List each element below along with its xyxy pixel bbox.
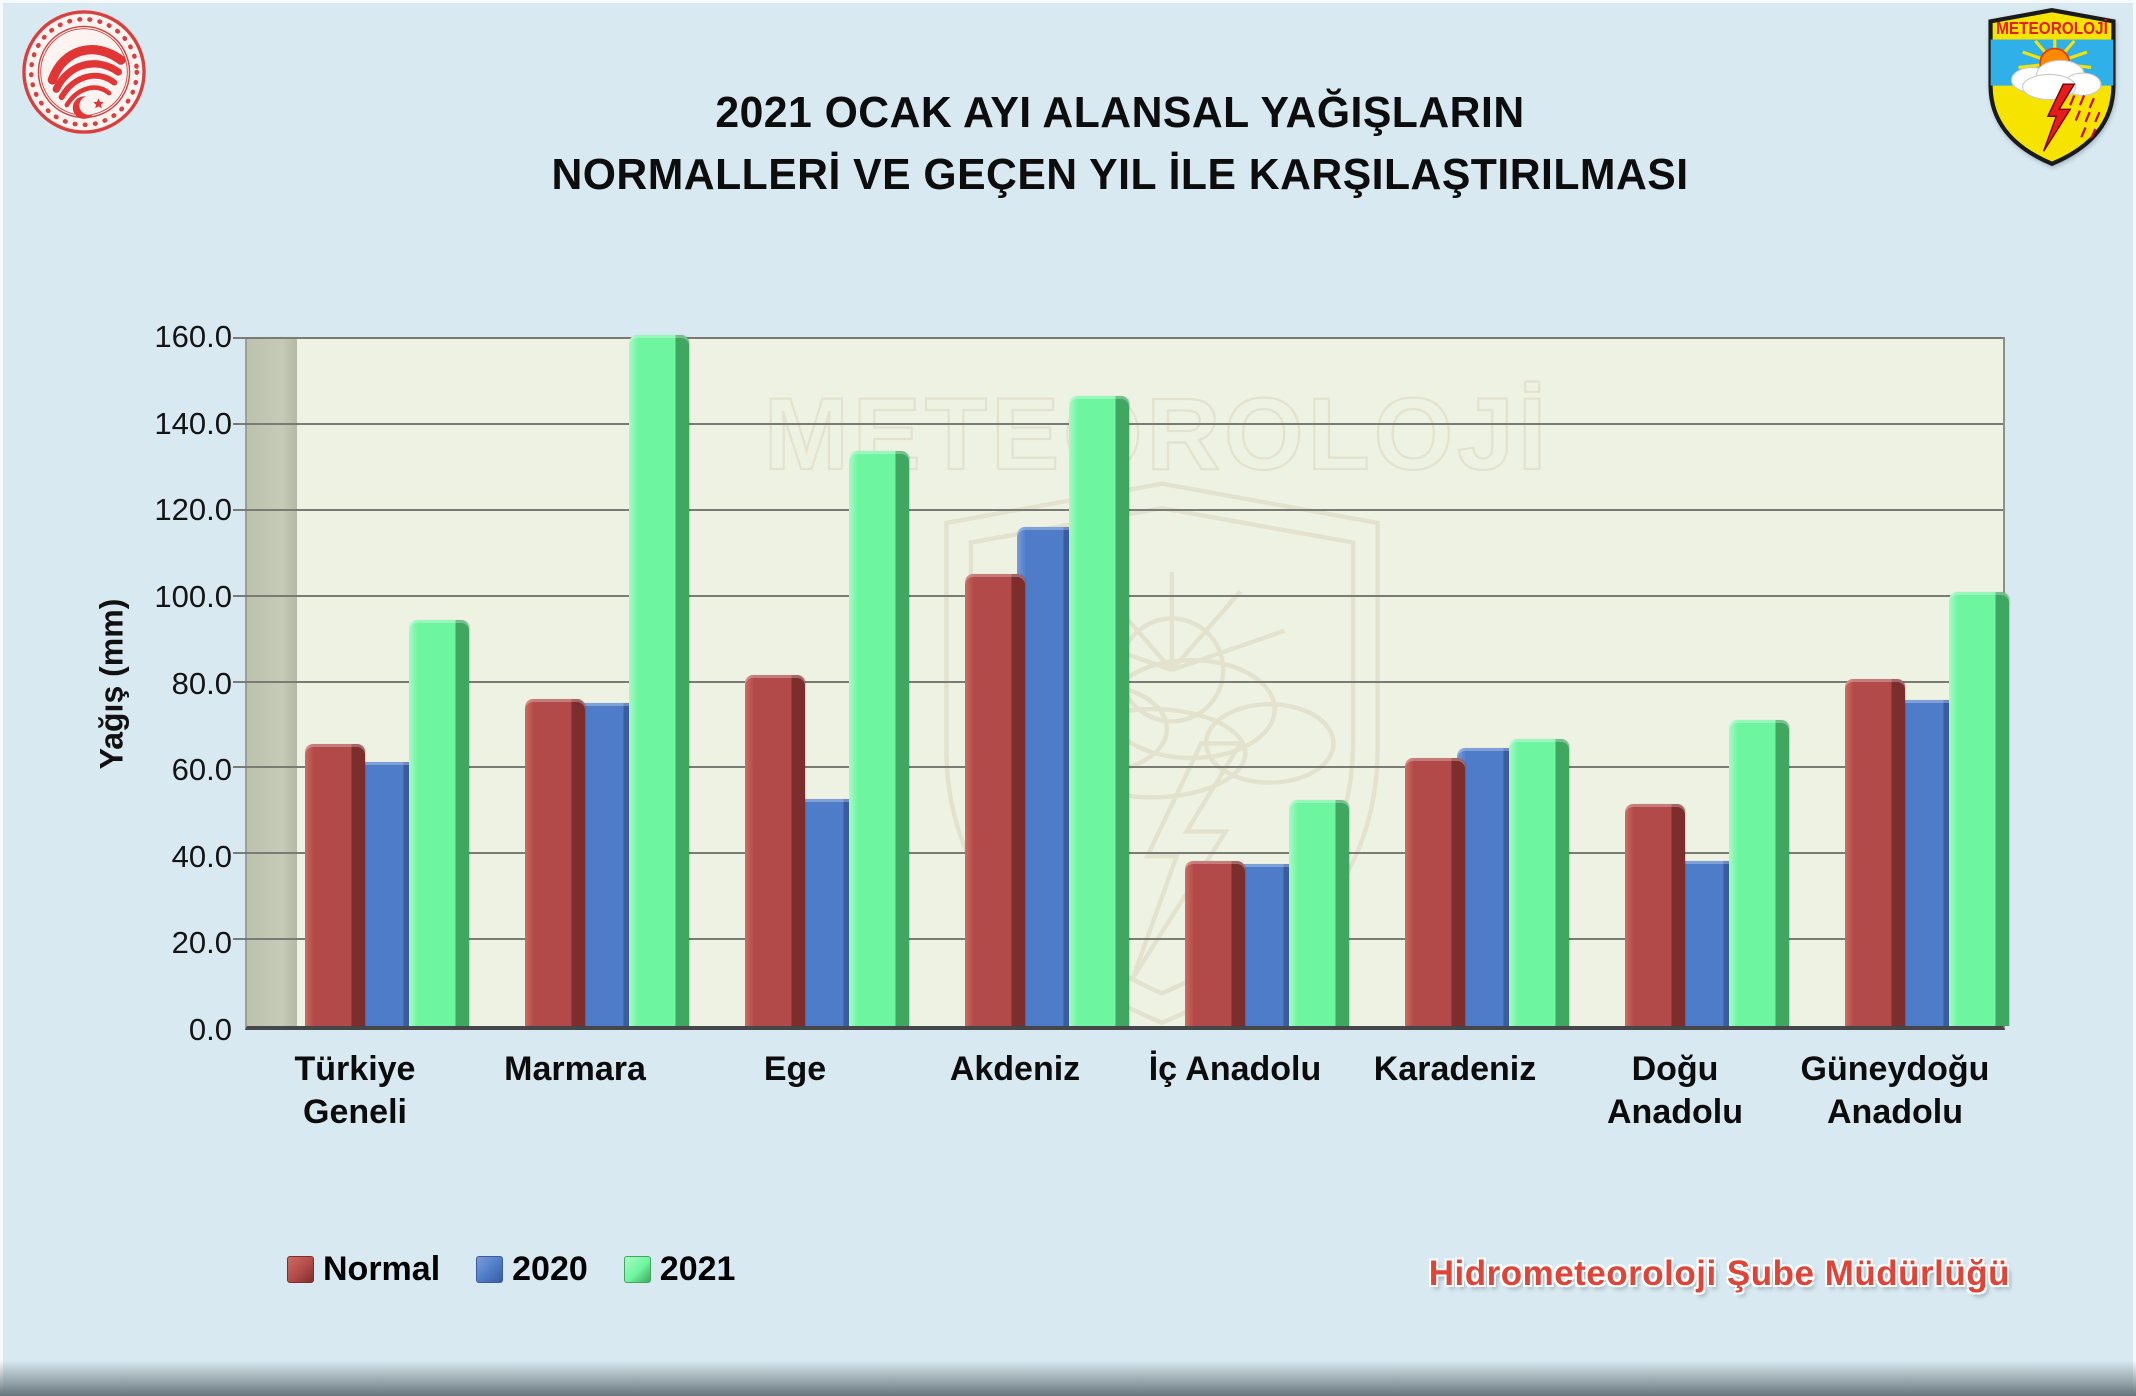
bar-group-doğu-anadolu	[1625, 339, 1789, 1026]
bar-group-marmara	[525, 334, 689, 1026]
legend-item-2020: 2020	[476, 1250, 588, 1289]
cloud-icon	[2010, 59, 2102, 101]
x-label-marmara: Marmara	[504, 1050, 646, 1088]
legend-label-normal: Normal	[323, 1250, 441, 1288]
bar-2020-marmara	[577, 702, 637, 1026]
legend-swatch-2	[623, 1256, 651, 1283]
y-tick-label-120: 120.0	[154, 492, 232, 528]
chart-title-line1: 2021 OCAK AYI ALANSAL YAĞIŞLARIN	[715, 88, 1525, 137]
bar-2020-güneydoğu-anadolu	[1897, 699, 1957, 1026]
bar-2020-akdeniz	[1017, 527, 1077, 1026]
ministry-seal-icon	[21, 9, 147, 135]
meteoroloji-shield-icon: METEOROLOJİ	[1988, 8, 2116, 167]
legend-item-2021: 2021	[623, 1250, 736, 1289]
bar-2021-türkiye-geneli	[409, 620, 469, 1026]
y-ticks: 0.0 20.0 40.0 60.0 80.0 100.0 120.0 140.0 160.0	[96, 319, 232, 1047]
x-label-i̇ç anadolu: İç Anadolu	[1148, 1050, 1322, 1088]
bar-group-i̇ç anadolu	[1185, 339, 1349, 1026]
credit-text: Hidrometeoroloji Şube Müdürlüğü	[1428, 1254, 2010, 1293]
y-tick-label-160: 160.0	[154, 319, 232, 354]
bar-2020-i̇ç anadolu	[1237, 864, 1297, 1026]
x-label-akdeniz: Akdeniz	[949, 1050, 1081, 1088]
bar-normal-karadeniz	[1405, 758, 1465, 1026]
y-tick-label-0: 0.0	[188, 1012, 232, 1047]
bar-2020-ege	[797, 799, 857, 1026]
legend-label-2020: 2020	[512, 1250, 588, 1288]
legend-item-normal: Normal	[287, 1250, 440, 1289]
bar-2021-akdeniz	[1069, 396, 1129, 1026]
legend-swatch-1	[476, 1256, 504, 1283]
x-labels: Türkiye Geneli Marmara Ege Akdeniz İç Anadolu…	[245, 1048, 2005, 1168]
bar-group-güneydoğu-anadolu	[1845, 339, 2009, 1026]
x-label-türkiye-geneli: Türkiye Geneli	[294, 1050, 416, 1131]
meteoroloji-badge: METEOROLOJİ	[1982, 6, 2122, 173]
x-label-doğu-anadolu: Doğu Anadolu	[1607, 1050, 1743, 1131]
y-tick-label-140: 140.0	[154, 405, 232, 441]
meteoroloji-badge-label: METEOROLOJİ	[1996, 18, 2108, 38]
bar-group-karadeniz	[1405, 339, 1569, 1026]
chart-title: 2021 OCAK AYI ALANSAL YAĞIŞLARIN NORMALL…	[104, 82, 2136, 207]
bar-2020-türkiye-geneli	[357, 761, 417, 1026]
chart-title-line2: NORMALLERİ VE GEÇEN YIL İLE KARŞILAŞTIRI…	[551, 150, 1689, 200]
legend-swatch-0	[287, 1256, 314, 1283]
bar-normal-i̇ç anadolu	[1185, 861, 1245, 1026]
bar-2020-doğu-anadolu	[1677, 861, 1737, 1026]
lightning-icon	[2042, 83, 2076, 152]
plot-area: METEOROLOJİ	[233, 334, 2009, 1030]
y-tick-label-60: 60.0	[171, 752, 232, 788]
bar-group-ege	[745, 339, 909, 1026]
bar-normal-güneydoğu-anadolu	[1845, 679, 1905, 1026]
bar-group-akdeniz	[965, 339, 1129, 1026]
bar-normal-marmara	[525, 699, 585, 1026]
bar-normal-doğu-anadolu	[1625, 804, 1685, 1026]
legend-label-2021: 2021	[659, 1250, 736, 1288]
bar-2020-karadeniz	[1457, 747, 1517, 1026]
shield-scene	[1990, 35, 2114, 152]
x-label-ege: Ege	[763, 1050, 827, 1088]
x-label-karadeniz: Karadeniz	[1373, 1050, 1537, 1088]
bar-normal-türkiye-geneli	[305, 744, 365, 1026]
bottom-edge-shadow	[0, 1360, 2136, 1396]
bar-2021-marmara	[629, 334, 689, 1026]
bar-normal-akdeniz	[965, 573, 1025, 1026]
y-tick-label-100: 100.0	[154, 578, 232, 614]
bar-2021-doğu-anadolu	[1729, 720, 1789, 1026]
y-tick-label-20: 20.0	[171, 925, 232, 961]
bar-2021-karadeniz	[1509, 739, 1569, 1026]
y-tick-label-40: 40.0	[171, 838, 232, 874]
bar-2021-ege	[849, 451, 909, 1026]
x-label-güneydoğu-anadolu: Güneydoğu Anadolu	[1800, 1050, 1990, 1131]
bar-2021-güneydoğu-anadolu	[1949, 591, 2009, 1026]
bar-2021-i̇ç anadolu	[1289, 799, 1349, 1026]
left-wall-3d	[247, 339, 297, 1026]
y-tick-label-80: 80.0	[171, 665, 232, 701]
rain-icon	[2069, 94, 2101, 140]
legend: Normal 2020 2021	[287, 1250, 735, 1289]
bar-normal-ege	[745, 675, 805, 1026]
bar-group-türkiye-geneli	[305, 339, 469, 1026]
bars-layer	[247, 334, 2009, 1026]
gridline-160	[233, 337, 2003, 339]
ministry-seal-logo	[18, 6, 150, 143]
